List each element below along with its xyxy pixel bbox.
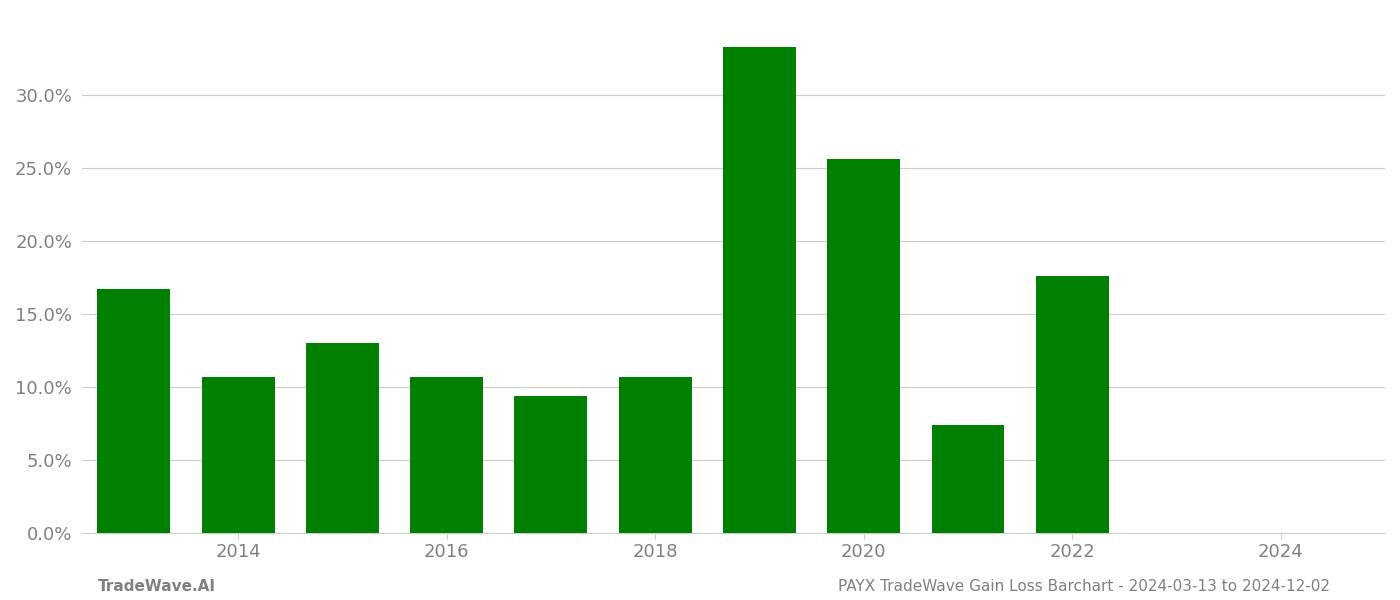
Bar: [410, 377, 483, 533]
Text: TradeWave.AI: TradeWave.AI: [98, 579, 216, 594]
Text: PAYX TradeWave Gain Loss Barchart - 2024-03-13 to 2024-12-02: PAYX TradeWave Gain Loss Barchart - 2024…: [839, 579, 1330, 594]
Bar: [307, 343, 379, 533]
Bar: [514, 395, 588, 533]
Bar: [827, 160, 900, 533]
Bar: [98, 289, 171, 533]
Bar: [202, 377, 274, 533]
Bar: [931, 425, 1004, 533]
Bar: [1036, 276, 1109, 533]
Bar: [722, 47, 797, 533]
Bar: [619, 377, 692, 533]
